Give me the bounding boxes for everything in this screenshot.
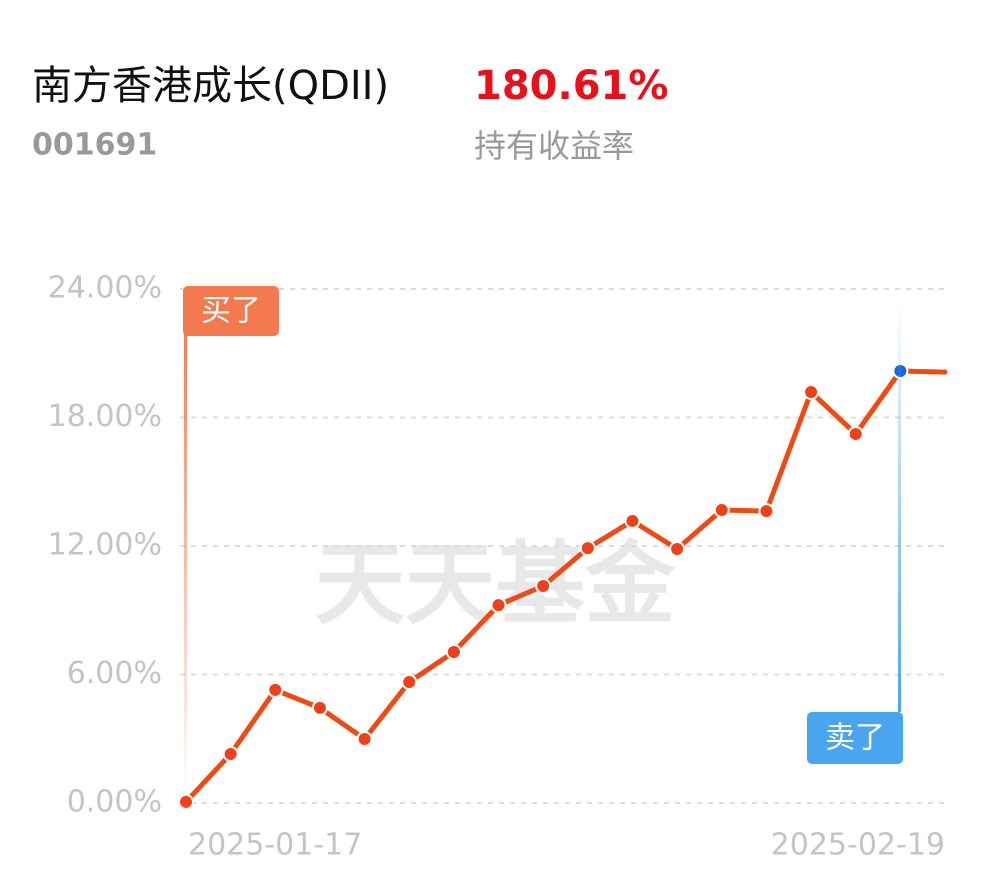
sell-badge — [807, 712, 903, 764]
sell-label: 卖了 — [825, 721, 885, 756]
data-point — [847, 425, 864, 442]
data-point — [401, 673, 418, 690]
data-point — [311, 699, 328, 716]
sell-line — [898, 300, 901, 712]
y-tick-label: 24.00% — [48, 271, 162, 306]
x-tick-label: 2025-02-19 — [771, 828, 945, 863]
return-label: 持有收益率 — [474, 127, 634, 165]
data-point — [267, 681, 284, 698]
return-value: 180.61% — [474, 63, 668, 109]
buy-label: 买了 — [201, 294, 261, 329]
buy-line — [184, 300, 187, 800]
data-point — [579, 540, 596, 557]
watermark: 天天基金 — [315, 532, 676, 637]
data-point — [713, 502, 730, 519]
y-tick-label: 0.00% — [67, 785, 162, 820]
data-point — [445, 644, 462, 661]
data-point — [490, 597, 507, 614]
data-point — [535, 578, 552, 595]
data-point — [222, 745, 239, 762]
data-point — [356, 730, 373, 747]
data-point — [669, 540, 686, 557]
data-point — [803, 384, 820, 401]
x-tick-label: 2025-01-17 — [188, 828, 362, 863]
data-point — [758, 503, 775, 520]
y-tick-label: 6.00% — [67, 656, 162, 691]
fund-title: 南方香港成长(QDII) — [32, 63, 389, 109]
fund-code: 001691 — [32, 128, 157, 163]
plot: 0.00% 6.00% 12.00% 18.00% 24.00% 2025-01-17 20… — [48, 271, 948, 863]
buy-badge — [183, 286, 279, 336]
y-tick-label: 18.00% — [48, 399, 162, 434]
data-point — [624, 512, 641, 529]
series-line — [183, 368, 948, 805]
y-tick-label: 12.00% — [48, 528, 162, 563]
